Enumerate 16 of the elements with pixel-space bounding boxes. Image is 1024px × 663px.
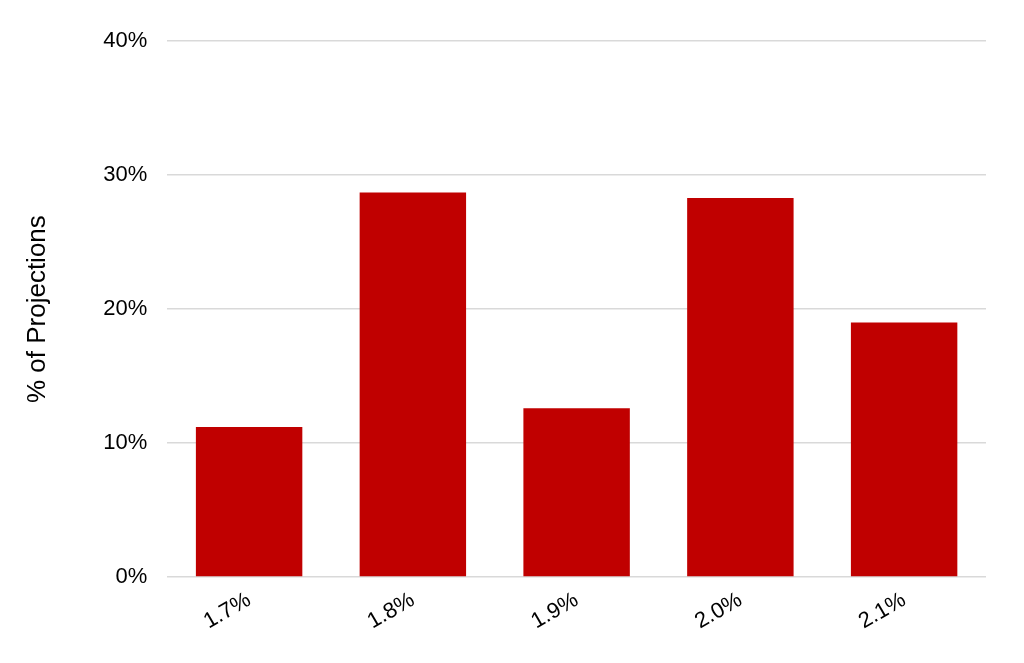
y-tick-label: 30% [103, 161, 148, 187]
x-tick-label: 1.8% [362, 586, 419, 634]
bar [359, 192, 467, 577]
bar [850, 322, 958, 577]
bar [687, 197, 794, 577]
y-tick-label: 20% [103, 295, 148, 321]
y-axis-title: % of Projections [20, 215, 51, 404]
bar [523, 408, 630, 577]
bar [195, 427, 303, 577]
x-tick-label: 2.0% [690, 586, 746, 634]
y-tick-label: 40% [103, 27, 148, 53]
x-tick-label: 1.7% [198, 586, 255, 634]
y-tick-label: 0% [115, 563, 148, 589]
y-tick-label: 10% [103, 429, 148, 455]
x-tick-label: 1.9% [526, 586, 583, 634]
x-tick-label: 2.1% [853, 586, 910, 634]
